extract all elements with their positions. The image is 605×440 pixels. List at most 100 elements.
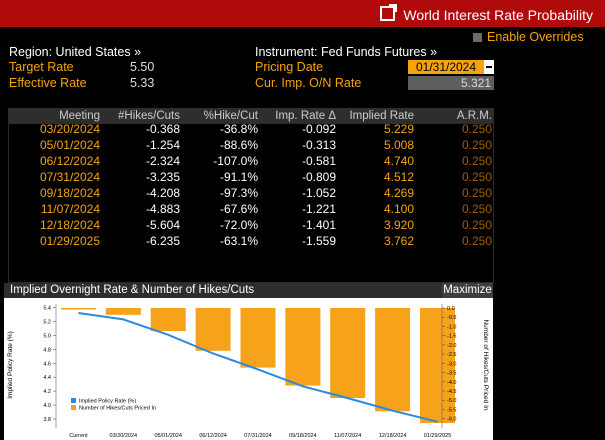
y2-tick-label: -5.5 [447, 407, 456, 413]
bar-hikes-cuts[interactable] [375, 308, 411, 412]
cell-pct-hike-cut: -91.1% [219, 170, 258, 184]
cell-pct-hike-cut: -107.0% [213, 154, 258, 168]
cell-meeting: 03/20/2024 [39, 122, 100, 136]
cell-hikes-cuts: -6.235 [145, 234, 180, 248]
external-link-icon[interactable] [380, 4, 398, 21]
x-tick-label: 11/07/2024 [334, 433, 361, 439]
cell-pct-hike-cut: -88.6% [219, 138, 258, 152]
x-tick-label: 12/18/2024 [379, 433, 407, 439]
cell-imp-rate-delta: -0.092 [301, 122, 336, 136]
cell-arm: 0.250 [461, 122, 492, 136]
bar-hikes-cuts[interactable] [105, 308, 141, 315]
cell-hikes-cuts: -2.324 [145, 154, 180, 168]
bar-hikes-cuts[interactable] [195, 308, 231, 351]
cell-arm: 0.250 [461, 234, 492, 248]
y-tick-label: 4.2 [43, 389, 51, 395]
pricing-date-label: Pricing Date [255, 60, 324, 74]
cell-implied-rate: 4.740 [383, 154, 414, 168]
maximize-button[interactable]: Maximize [442, 283, 493, 298]
cell-implied-rate: 5.229 [383, 122, 414, 136]
cell-meeting: 12/18/2024 [39, 218, 100, 232]
date-picker-button[interactable] [484, 60, 494, 74]
cell-arm: 0.250 [461, 218, 492, 232]
cell-meeting: 07/31/2024 [39, 170, 100, 184]
bar-hikes-cuts[interactable] [285, 308, 321, 386]
legend-swatch-hikes [71, 405, 76, 410]
bar-hikes-cuts[interactable] [330, 308, 366, 398]
cell-hikes-cuts: -1.254 [145, 138, 180, 152]
cell-implied-rate: 5.008 [383, 138, 414, 152]
bar-hikes-cuts[interactable] [150, 308, 186, 332]
pricing-date-field[interactable]: 01/31/2024 [408, 60, 484, 74]
y2-tick-label: -4.0 [447, 380, 456, 386]
cell-arm: 0.250 [461, 202, 492, 216]
instrument-selector[interactable]: Instrument: Fed Funds Futures » [255, 45, 438, 59]
y-tick-label: 4.0 [43, 403, 51, 409]
cell-pct-hike-cut: -97.3% [219, 186, 258, 200]
cur-imp-value: 5.321 [408, 76, 494, 90]
y2-tick-label: -1.5 [447, 334, 456, 340]
bar-hikes-cuts[interactable] [240, 308, 276, 368]
col-meeting[interactable]: Meeting [59, 110, 100, 122]
cell-pct-hike-cut: -72.0% [219, 218, 258, 232]
col-imp-rate-delta[interactable]: Imp. Rate Δ [275, 110, 336, 122]
enable-overrides-label[interactable]: Enable Overrides [487, 30, 584, 44]
cell-meeting: 05/01/2024 [39, 138, 100, 152]
cell-meeting: 06/12/2024 [39, 154, 100, 168]
col-hikes-cuts[interactable]: #Hikes/Cuts [118, 110, 180, 122]
cell-implied-rate: 4.100 [383, 202, 414, 216]
cell-imp-rate-delta: -1.559 [301, 234, 336, 248]
chart-title: Implied Overnight Rate & Number of Hikes… [10, 284, 255, 296]
cell-hikes-cuts: -3.235 [145, 170, 180, 184]
y-tick-label: 5.2 [43, 319, 51, 325]
y-tick-label: 4.8 [43, 347, 51, 353]
implied-rate-line[interactable] [78, 312, 438, 423]
y-tick-label: 5.0 [43, 333, 51, 339]
cell-implied-rate: 4.269 [383, 186, 414, 200]
cell-arm: 0.250 [461, 154, 492, 168]
bar-hikes-cuts[interactable] [60, 308, 96, 310]
cur-imp-label: Cur. Imp. O/N Rate [255, 76, 362, 90]
cell-arm: 0.250 [461, 186, 492, 200]
effective-rate-label: Effective Rate [9, 76, 87, 90]
cell-imp-rate-delta: -1.221 [301, 202, 336, 216]
y2-tick-label: -1.0 [447, 324, 456, 330]
cell-imp-rate-delta: -1.052 [301, 186, 336, 200]
cell-arm: 0.250 [461, 138, 492, 152]
cell-hikes-cuts: -4.883 [145, 202, 180, 216]
table-body [8, 123, 494, 283]
legend-label-rate: Implied Policy Rate (%) [79, 399, 136, 405]
y2-tick-label: -5.0 [447, 398, 456, 404]
cell-pct-hike-cut: -67.6% [219, 202, 258, 216]
cell-hikes-cuts: -0.368 [145, 122, 180, 136]
region-selector[interactable]: Region: United States » [9, 45, 142, 59]
col-arm[interactable]: A.R.M. [456, 110, 492, 122]
y2-tick-label: -2.5 [447, 352, 456, 358]
y-tick-label: 3.8 [43, 417, 51, 423]
window-title[interactable]: World Interest Rate Probability [380, 4, 593, 23]
x-tick-label: 03/20/2024 [110, 433, 138, 439]
col-implied-rate[interactable]: Implied Rate [349, 110, 414, 122]
x-tick-label: 06/12/2024 [199, 433, 227, 439]
cell-arm: 0.250 [461, 170, 492, 184]
enable-overrides-checkbox[interactable] [473, 33, 482, 42]
legend-swatch-rate [71, 398, 76, 403]
col-pct-hike-cut[interactable]: %Hike/Cut [203, 110, 258, 122]
bar-hikes-cuts[interactable] [420, 308, 455, 423]
effective-rate-value: 5.33 [130, 76, 155, 90]
y-tick-label: 4.6 [43, 361, 51, 367]
y-axis-title: Implied Policy Rate (%) [7, 331, 14, 399]
target-rate-label: Target Rate [9, 60, 74, 74]
cell-meeting: 11/07/2024 [40, 202, 100, 216]
y2-tick-label: -3.0 [447, 361, 456, 367]
cell-meeting: 01/29/2025 [39, 234, 100, 248]
y2-tick-label: -0.5 [447, 315, 456, 321]
x-tick-label: Current [69, 433, 88, 439]
cell-meeting: 09/18/2024 [39, 186, 100, 200]
x-tick-label: 01/29/2025 [424, 433, 452, 439]
x-tick-label: 07/31/2024 [244, 433, 272, 439]
cell-hikes-cuts: -4.208 [145, 186, 180, 200]
cell-hikes-cuts: -5.604 [145, 218, 180, 232]
cell-implied-rate: 4.512 [383, 170, 414, 184]
cell-implied-rate: 3.920 [383, 218, 414, 232]
